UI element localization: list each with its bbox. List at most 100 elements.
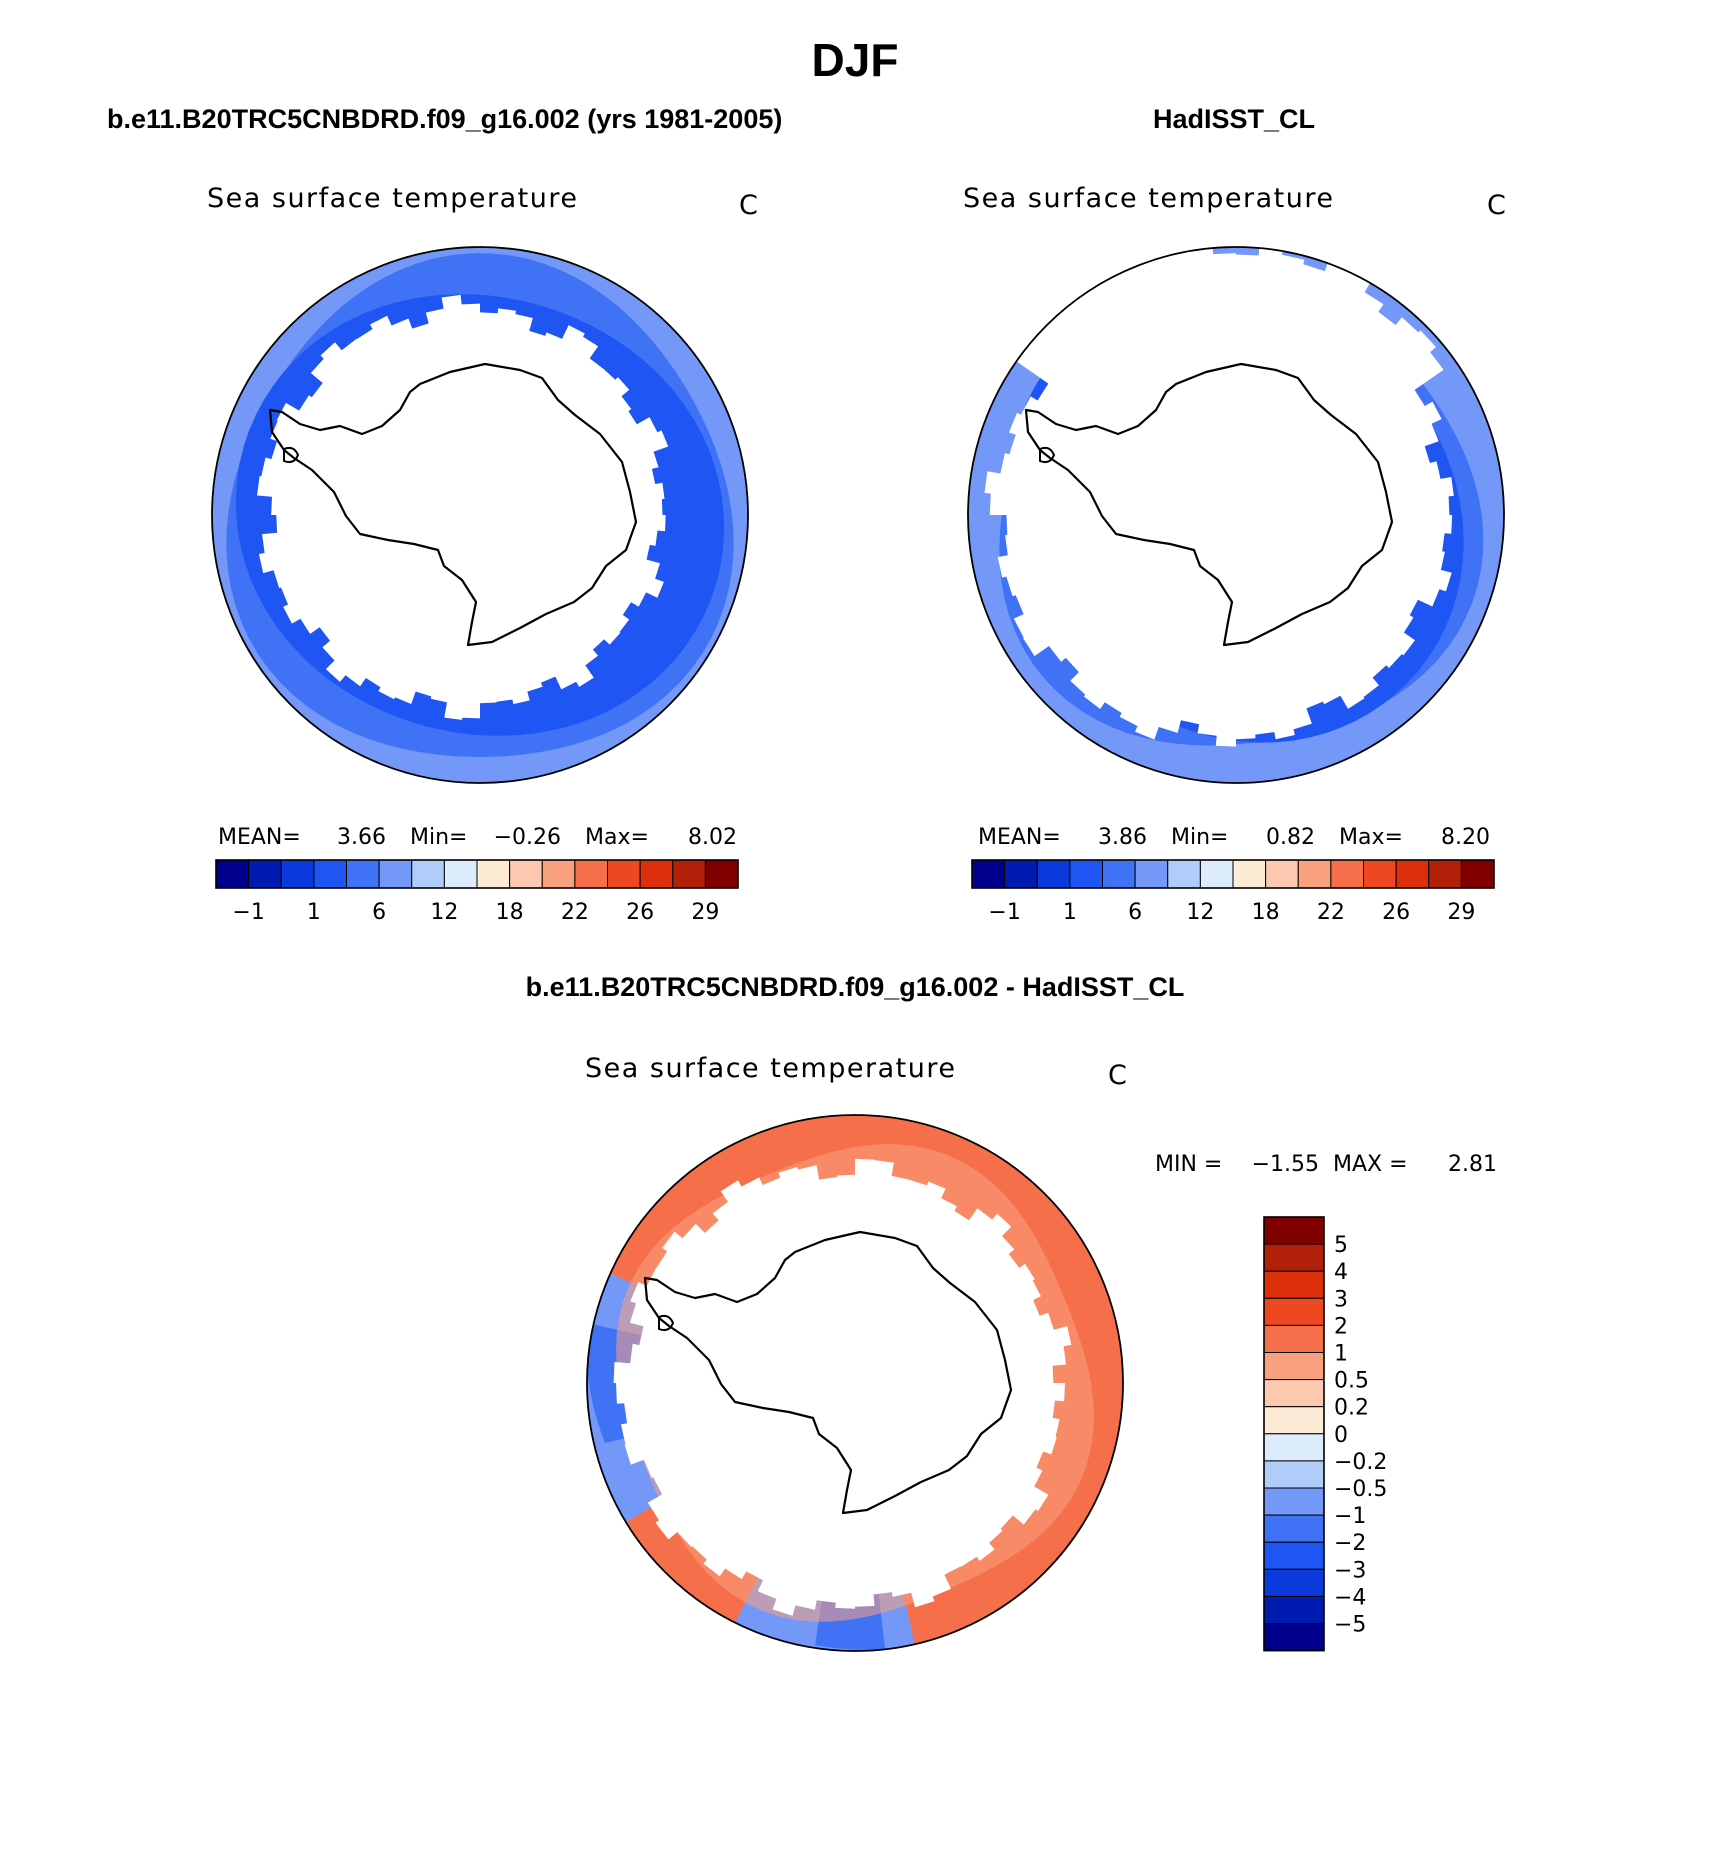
obs-colorbar-box (1167, 859, 1201, 889)
diff-colorbar-tick-label: 2 (1334, 1314, 1348, 1339)
obs-colorbar-box (1395, 859, 1430, 889)
model-map-border (211, 246, 749, 784)
obs-units-label: C (1487, 190, 1506, 221)
model-colorbar-tick-label: 18 (496, 900, 524, 925)
diff-colorbar-box (1263, 1379, 1325, 1408)
diff-colorbar-tick-label: −5 (1334, 1613, 1366, 1638)
model-colorbar-tick-label: −1 (232, 900, 264, 925)
model-colorbar: −1 1 6 12 18 22 26 29 (215, 859, 739, 925)
diff-panel-heading: b.e11.B20TRC5CNBDRD.f09_g16.002 - HadISS… (526, 972, 1185, 1002)
model-min-value: −0.26 (494, 825, 561, 850)
obs-panel-heading: HadISST_CL (1153, 104, 1315, 134)
diff-peninsula-islands (658, 1314, 675, 1332)
diff-colorbar-tick-label: −3 (1334, 1558, 1366, 1583)
obs-colorbar-box (1265, 859, 1299, 889)
model-antarctica-coast (268, 362, 638, 647)
model-min-label: Min= (410, 825, 467, 850)
obs-colorbar-tick-label: 26 (1382, 900, 1410, 925)
diff-colorbar-tick-label: 1 (1334, 1342, 1348, 1367)
diff-sst-map (586, 1114, 1124, 1652)
diff-colorbar-box (1263, 1324, 1325, 1354)
obs-max-label: Max= (1339, 825, 1403, 850)
model-stats-line: MEAN= 3.66 Min= −0.26 Max= 8.02 (218, 825, 737, 850)
obs-colorbar-box (1428, 859, 1462, 889)
obs-colorbar-box (1036, 859, 1071, 889)
diff-colorbar-box (1263, 1352, 1325, 1381)
diff-colorbar-box (1263, 1297, 1325, 1326)
model-max-value: 8.02 (688, 825, 737, 850)
model-variable-label: Sea surface temperature (207, 183, 578, 214)
obs-min-value: 0.82 (1266, 825, 1315, 850)
diff-sea-ice-mask (613, 1158, 1072, 1616)
diff-map-border (586, 1114, 1124, 1652)
model-mean-label: MEAN= (218, 825, 301, 850)
obs-colorbar-box (1069, 859, 1103, 889)
obs-colorbar-tick-label: 1 (1063, 900, 1077, 925)
obs-colorbar-box (1297, 859, 1332, 889)
model-colorbar-tick-label: 22 (561, 900, 589, 925)
obs-colorbar-box (1102, 859, 1136, 889)
model-colorbar-tick-label: 26 (626, 900, 654, 925)
obs-colorbar-box (1363, 859, 1397, 889)
diff-colorbar-box (1263, 1270, 1325, 1299)
model-mean-value: 3.66 (337, 825, 386, 850)
model-colorbar-tick-label: 1 (307, 900, 321, 925)
diff-variable-label: Sea surface temperature (585, 1053, 956, 1084)
diff-colorbar-tick-label: 0.5 (1334, 1369, 1369, 1394)
model-colorbar-box (248, 859, 282, 889)
obs-colorbar-box (971, 859, 1006, 889)
model-panel-heading: b.e11.B20TRC5CNBDRD.f09_g16.002 (yrs 198… (107, 104, 782, 134)
diff-max-value: 2.81 (1448, 1152, 1497, 1177)
obs-colorbar-tick-label: 12 (1186, 900, 1214, 925)
model-colorbar-frame (215, 859, 739, 889)
model-colorbar-box (541, 859, 576, 889)
obs-stats-line: MEAN= 3.86 Min= 0.82 Max= 8.20 (978, 825, 1490, 850)
obs-map-fill (968, 247, 1504, 783)
model-peninsula-islands (283, 446, 300, 464)
obs-min-label: Min= (1171, 825, 1228, 850)
obs-mean-value: 3.86 (1098, 825, 1147, 850)
model-sst-map (211, 246, 749, 784)
obs-colorbar-box (1232, 859, 1267, 889)
model-colorbar-box (411, 859, 445, 889)
model-colorbar-box (378, 859, 413, 889)
model-colorbar-box (476, 859, 511, 889)
obs-peninsula-islands (1039, 446, 1056, 464)
diff-min-value: −1.55 (1252, 1152, 1319, 1177)
diff-colorbar-box (1263, 1433, 1325, 1462)
obs-colorbar-tick-label: 6 (1128, 900, 1142, 925)
figure-title: DJF (812, 34, 899, 86)
model-colorbar-box (313, 859, 347, 889)
diff-colorbar-tick-label: −1 (1334, 1504, 1366, 1529)
model-colorbar-box (443, 859, 478, 889)
model-colorbar-tick-label: 12 (430, 900, 458, 925)
obs-sea-ice-mask (984, 247, 1454, 747)
diff-map-fill (587, 1115, 1123, 1651)
model-colorbar-box (672, 859, 706, 889)
obs-colorbar-tick-label: 18 (1252, 900, 1280, 925)
model-colorbar-box (574, 859, 608, 889)
model-colorbar-box (607, 859, 641, 889)
diff-colorbar-tick-label: 5 (1334, 1233, 1348, 1258)
diff-colorbar-box (1263, 1406, 1325, 1435)
diff-colorbar-box (1263, 1595, 1325, 1625)
diff-colorbar-tick-label: −4 (1334, 1585, 1366, 1610)
diff-colorbar-box (1263, 1623, 1325, 1652)
model-colorbar-box (346, 859, 380, 889)
diff-colorbar-tick-label: 3 (1334, 1287, 1348, 1312)
obs-antarctica-coast (1024, 362, 1394, 647)
model-colorbar-tick-label: 29 (691, 900, 719, 925)
obs-colorbar-box (1330, 859, 1364, 889)
diff-colorbar-tick-label: 0 (1334, 1423, 1348, 1448)
obs-colorbar-box (1460, 859, 1495, 889)
diff-colorbar-box (1263, 1216, 1325, 1245)
model-units-label: C (739, 190, 758, 221)
model-colorbar-box (509, 859, 543, 889)
obs-colorbar-box (1134, 859, 1169, 889)
diff-colorbar-box (1263, 1568, 1325, 1597)
obs-max-value: 8.20 (1441, 825, 1490, 850)
obs-map-border (967, 246, 1505, 784)
model-colorbar-box (704, 859, 739, 889)
obs-colorbar-box (1004, 859, 1038, 889)
